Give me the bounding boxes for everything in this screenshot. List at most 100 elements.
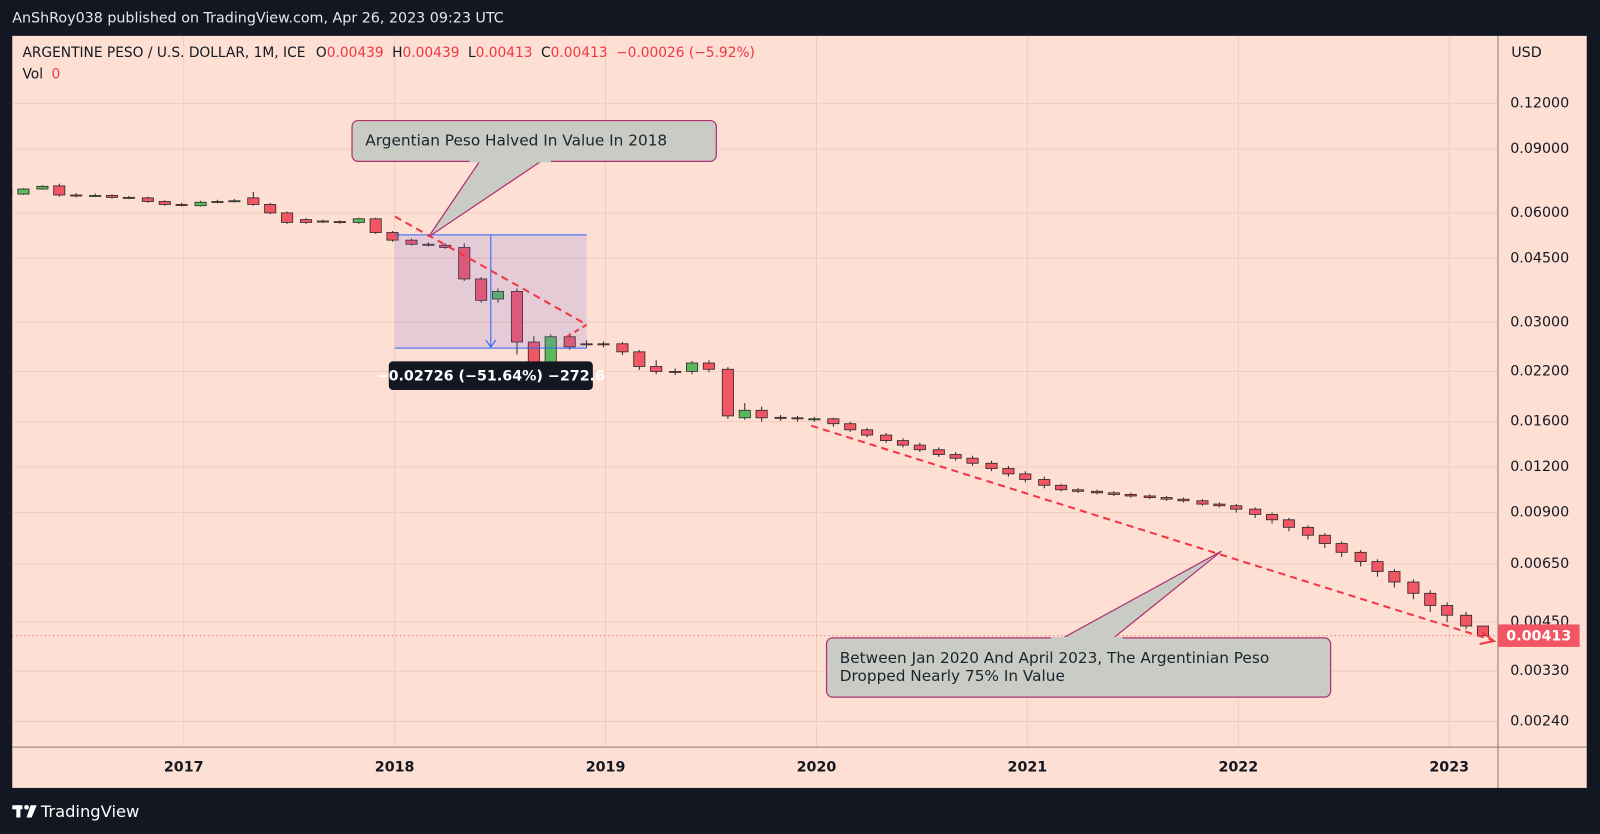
legend-key: L [468,45,476,61]
trend-line [810,424,1493,641]
x-tick-label: 2020 [797,760,837,776]
candle-body [597,343,610,346]
candle-body [633,351,646,367]
y-tick-label: 0.01200 [1510,459,1569,475]
candle-body [721,368,734,417]
candle-body [1282,519,1295,528]
candle-body [1335,543,1348,553]
candle-body [53,185,66,196]
candle-body [808,418,821,421]
x-tick-label: 2022 [1218,760,1258,776]
candle-body [966,457,979,464]
candle-body [352,218,365,223]
candle-body [264,204,277,214]
candle-body [1055,484,1068,491]
candle-body [105,195,119,198]
candle-body [1124,493,1137,497]
legend-key: C [541,45,551,61]
candle-body [17,188,30,195]
candle-body [1266,513,1279,521]
callout-join [1051,636,1123,641]
y-tick-label: 0.00330 [1510,663,1569,679]
legend-value: 0.00413 [551,45,608,61]
brand: TradingView [40,802,140,821]
y-tick-label: 0.02200 [1510,363,1569,379]
candle-body [36,185,49,190]
candle-body [211,201,224,203]
candle-body [738,409,751,419]
legend-change: −0.00026 (−5.92%) [616,45,755,61]
axes: 0.12000 0.09000 0.06000 0.04500 0.03000 0.022… [164,95,1580,776]
drawings: Argentian Peso Halved In Value In 2018 B… [351,119,1497,698]
candle-body [1301,526,1314,536]
candle-body [405,239,418,245]
measure-arrowhead [485,339,497,348]
currency: USD [1511,45,1541,61]
candle-body [141,197,154,202]
y-tick-label: 0.01600 [1510,414,1569,430]
candles [12,183,1498,637]
callout-text: Dropped Nearly 75% In Value [840,667,1065,685]
candle-body [1388,571,1401,583]
measure-label: −0.02726 (−51.64%) −272.6 [377,369,605,385]
candle-body [369,218,382,233]
candle-body [896,440,909,446]
candle-body [1407,581,1420,594]
candle-body [1424,592,1437,606]
logo-part [24,804,29,810]
candle-body [228,200,241,203]
candle-body [1107,492,1120,495]
callout-text: Argentian Peso Halved In Value In 2018 [365,131,667,149]
candle-body [1090,490,1104,494]
logo-part [26,805,37,818]
candle-body [1196,500,1209,505]
measure-label-box [388,361,593,390]
y-tick-label: 0.00650 [1510,556,1569,572]
candle-body [247,197,260,205]
candle-body [563,336,576,348]
y-tick-label: 0.09000 [1510,141,1569,157]
candle-body [194,201,207,207]
symbol: ARGENTINE PESO / U.S. DOLLAR, 1M, ICE [22,45,305,61]
legend-value: 0.00439 [403,45,460,61]
candle-body [985,462,998,469]
candle-body [949,454,962,459]
candle-body [1249,508,1262,515]
candle-body [669,371,682,373]
candle-body [880,434,893,441]
legend-value: 0 [52,67,61,83]
candle-body [1019,473,1032,480]
legend-value: 0.00439 [327,45,384,61]
candle-body [316,220,329,223]
y-tick-label: 0.04500 [1510,250,1569,266]
candle-body [1002,468,1015,475]
candle-body [458,247,471,280]
candle-body [686,362,699,372]
candle-body [913,444,926,451]
candle-body [386,232,399,241]
x-tick-label: 2019 [586,760,626,776]
candle-body [774,416,787,419]
candle-body [1460,614,1473,627]
candle-body [1371,561,1384,572]
publisher-line: AnShRoy038 published on TradingView.com,… [12,11,504,27]
x-tick-label: 2021 [1008,760,1048,776]
y-tick-label: 0.12000 [1510,95,1569,111]
candle-body [175,204,188,206]
candle-body [1143,495,1156,498]
legend-key: Vol [22,67,43,83]
candle-body [281,212,294,223]
candle-body [1230,505,1243,510]
candle-body [616,343,629,353]
candle-body [1213,503,1226,507]
candle-body [650,366,663,372]
candle-body [791,417,804,420]
candle-body [1038,479,1051,486]
candle-body [475,278,488,301]
candle-body [702,362,715,370]
logo-part [16,805,21,818]
candle-body [1441,605,1454,616]
